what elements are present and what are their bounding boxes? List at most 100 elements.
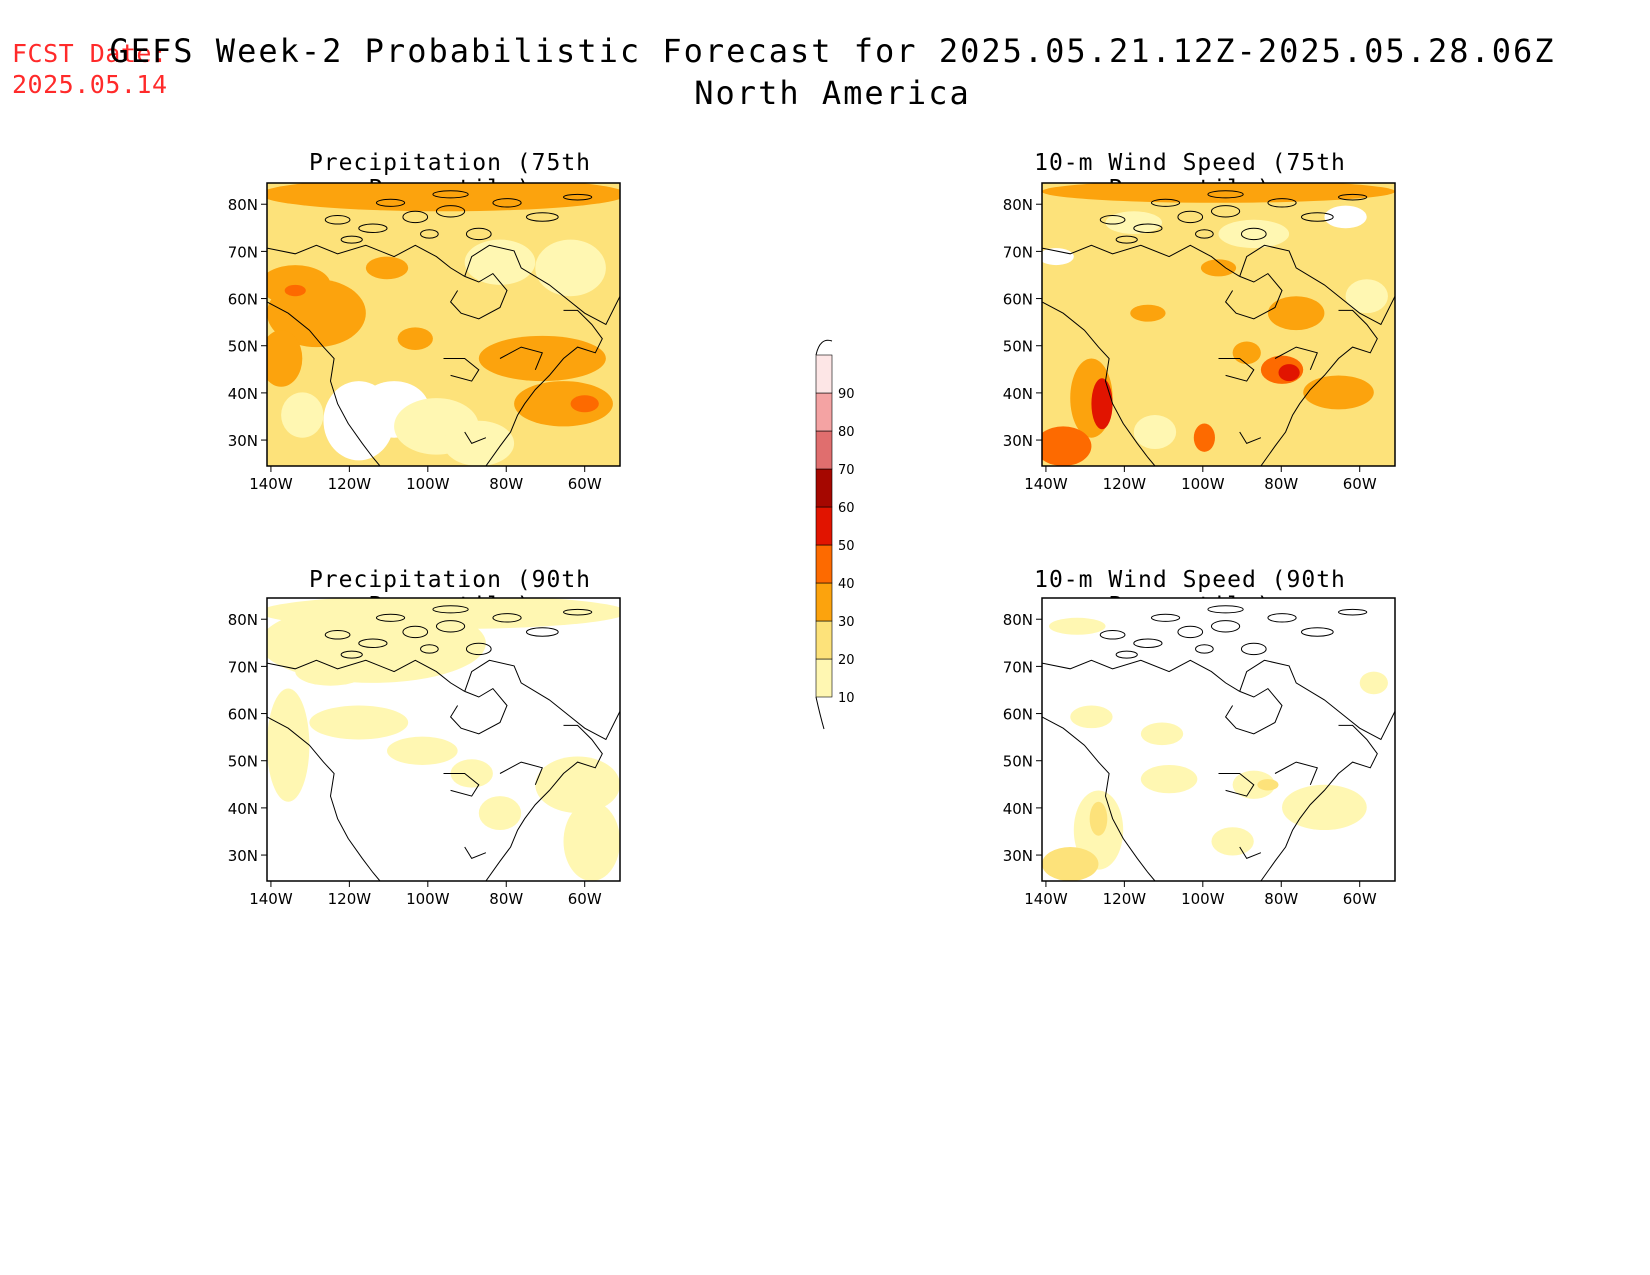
fcst-date-caption: FCST Date: bbox=[12, 39, 168, 68]
coastline bbox=[1218, 358, 1255, 382]
colorbar-swatch bbox=[815, 468, 833, 508]
island-outline bbox=[492, 198, 522, 208]
colorbar-label: 90 bbox=[838, 387, 855, 402]
lon-tick-label: 100W bbox=[1181, 890, 1225, 908]
colorbar-swatch bbox=[815, 582, 833, 622]
coastline bbox=[1274, 346, 1318, 370]
fcst-date-value: 2025.05.14 bbox=[12, 70, 168, 99]
lon-tick-label: 100W bbox=[1181, 475, 1225, 493]
coastline bbox=[499, 346, 543, 370]
probability-region bbox=[267, 279, 366, 348]
island-outline bbox=[465, 227, 492, 241]
island-outline bbox=[1150, 613, 1181, 622]
coastline bbox=[464, 431, 487, 445]
probability-region bbox=[1278, 364, 1300, 382]
lat-tick-label: 50N bbox=[1003, 338, 1033, 356]
probability-region bbox=[535, 756, 620, 814]
probability-region bbox=[1140, 722, 1184, 746]
lon-tick-label: 140W bbox=[1024, 890, 1068, 908]
title-line-2: North America bbox=[694, 74, 971, 112]
coastline bbox=[267, 716, 381, 881]
probability-region bbox=[267, 688, 310, 802]
island-outline bbox=[358, 638, 388, 649]
lat-tick-label: 70N bbox=[228, 658, 258, 676]
lon-tick-label: 120W bbox=[328, 890, 372, 908]
probability-region bbox=[1140, 764, 1198, 794]
lon-tick-label: 60W bbox=[1343, 890, 1377, 908]
colorbar-swatch bbox=[815, 506, 833, 546]
island-outline bbox=[1195, 644, 1214, 654]
colorbar-swatch bbox=[815, 658, 833, 698]
colorbar-swatch bbox=[815, 620, 833, 660]
island-outline bbox=[1338, 193, 1368, 201]
lon-tick-label: 60W bbox=[568, 890, 602, 908]
island-outline bbox=[324, 630, 351, 640]
probability-region bbox=[365, 256, 409, 280]
lat-tick-label: 70N bbox=[1003, 658, 1033, 676]
island-outline bbox=[525, 212, 559, 222]
coastlines bbox=[267, 190, 620, 466]
lon-tick-label: 100W bbox=[406, 475, 450, 493]
lon-tick-label: 60W bbox=[568, 475, 602, 493]
lat-tick-label: 30N bbox=[228, 847, 258, 865]
probability-region bbox=[478, 335, 606, 382]
forecast-date-label: FCST Date: 2025.05.14 bbox=[12, 38, 168, 100]
coastline bbox=[464, 659, 620, 741]
coastline bbox=[464, 846, 487, 860]
probability-region bbox=[1267, 296, 1325, 331]
lon-tick-label: 140W bbox=[1024, 475, 1068, 493]
lat-tick-label: 40N bbox=[1003, 800, 1033, 818]
coastline bbox=[464, 244, 620, 326]
probability-region bbox=[443, 420, 515, 466]
coastline bbox=[1042, 716, 1156, 881]
shaded-field bbox=[1042, 183, 1395, 466]
coastlines bbox=[1042, 605, 1395, 881]
probability-region bbox=[1211, 827, 1254, 856]
coastline bbox=[443, 358, 480, 382]
shaded-field bbox=[267, 598, 620, 881]
coastline bbox=[1224, 687, 1283, 735]
probability-region bbox=[478, 796, 522, 831]
map-panel-precip75: 80N 70N 60N 50N 40N 30N 140W 120W 100W 80W 60W bbox=[228, 182, 621, 493]
island-outline bbox=[375, 613, 406, 622]
island-outline bbox=[1240, 642, 1267, 656]
probability-region bbox=[1257, 779, 1279, 791]
probability-region bbox=[1042, 248, 1074, 266]
probability-region bbox=[1042, 183, 1395, 203]
probability-region bbox=[514, 381, 613, 427]
lat-tick-label: 30N bbox=[228, 432, 258, 450]
coastline bbox=[267, 659, 465, 692]
probability-region bbox=[1133, 415, 1177, 450]
lat-tick-label: 40N bbox=[1003, 385, 1033, 403]
lat-tick-label: 60N bbox=[1003, 706, 1033, 724]
probability-region bbox=[1303, 375, 1374, 410]
probability-region bbox=[267, 598, 620, 630]
coastline bbox=[1042, 659, 1240, 692]
map-frame bbox=[266, 597, 621, 882]
coastline bbox=[1239, 431, 1262, 445]
shaded-field bbox=[267, 183, 620, 466]
island-outline bbox=[340, 235, 363, 244]
island-outline bbox=[563, 193, 593, 201]
coastlines bbox=[1042, 190, 1395, 466]
lon-tick-label: 120W bbox=[1103, 890, 1147, 908]
colorbar-label: 40 bbox=[838, 577, 855, 592]
island-outline bbox=[563, 608, 593, 616]
colorbar-swatch bbox=[815, 430, 833, 470]
island-outline bbox=[492, 613, 522, 623]
island-outline bbox=[1177, 625, 1204, 639]
lat-tick-label: 50N bbox=[228, 753, 258, 771]
island-outline bbox=[420, 644, 439, 654]
title-line-1: GEFS Week-2 Probabilistic Forecast for 2… bbox=[109, 32, 1556, 70]
figure-title: GEFS Week-2 Probabilistic Forecast for 2… bbox=[0, 30, 1650, 114]
lat-tick-label: 70N bbox=[1003, 243, 1033, 261]
probability-region bbox=[1232, 341, 1261, 365]
lat-tick-label: 40N bbox=[228, 800, 258, 818]
lon-tick-label: 120W bbox=[1103, 475, 1147, 493]
probability-region bbox=[1049, 617, 1106, 635]
lon-tick-label: 140W bbox=[249, 890, 293, 908]
island-outline bbox=[358, 223, 388, 234]
lat-tick-label: 50N bbox=[1003, 753, 1033, 771]
island-outline bbox=[1207, 605, 1244, 614]
island-outline bbox=[1300, 627, 1334, 637]
